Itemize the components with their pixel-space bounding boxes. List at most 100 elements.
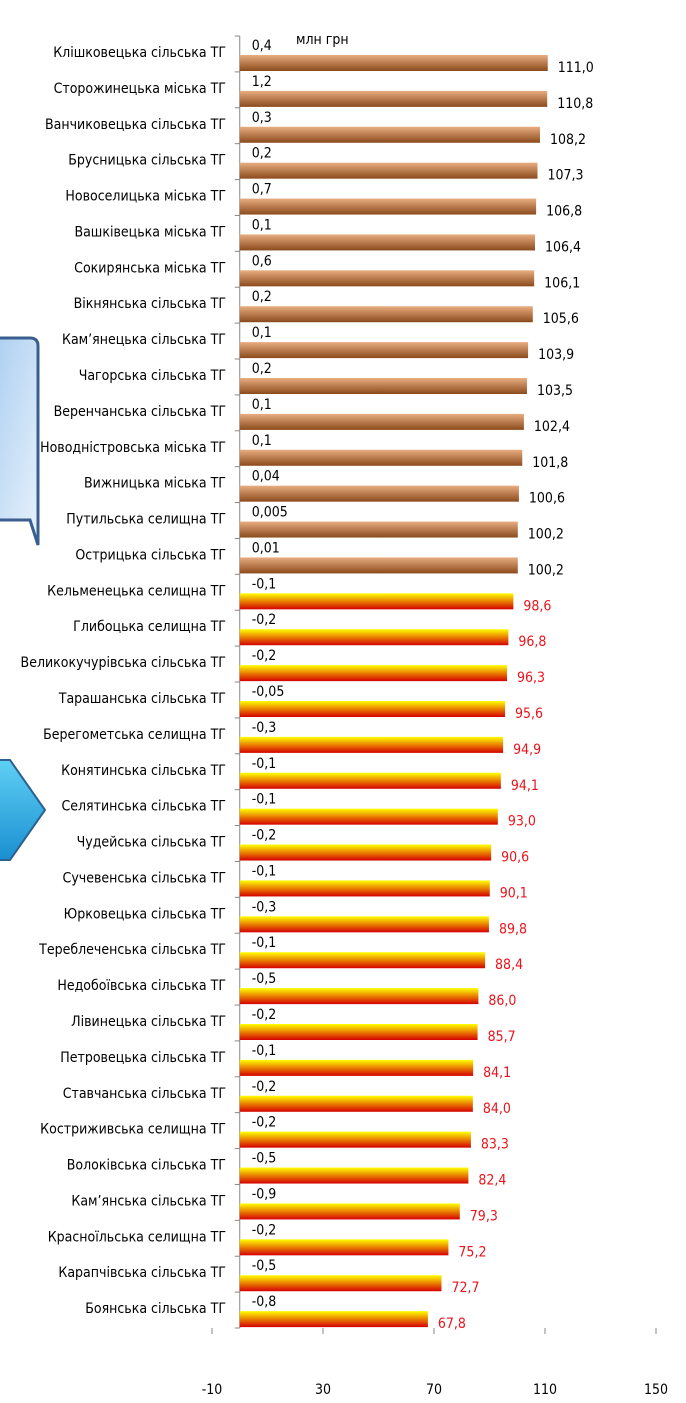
value-label: 85,7 <box>488 1029 516 1045</box>
value-label: 83,3 <box>481 1137 509 1153</box>
diff-label: -0,2 <box>252 1079 277 1095</box>
value-label: 110,8 <box>557 96 593 112</box>
category-label: Сучевенська сільська ТГ <box>63 870 226 886</box>
bar <box>239 1239 449 1256</box>
value-label: 96,3 <box>517 670 545 686</box>
category-label: Ставчанська сільська ТГ <box>63 1086 226 1102</box>
diff-label: -0,8 <box>252 1294 277 1310</box>
bar <box>239 521 518 538</box>
category-label: Берегометська селищна ТГ <box>43 727 226 743</box>
category-label: Новодністровська міська ТГ <box>40 440 226 456</box>
diff-label: -0,3 <box>252 720 277 736</box>
bar <box>239 1275 442 1292</box>
value-label: 84,1 <box>483 1065 511 1081</box>
diff-label: -0,2 <box>252 1115 277 1131</box>
bar <box>239 1059 474 1076</box>
category-label: Глибоцька селищна ТГ <box>73 619 226 635</box>
bar <box>239 557 518 574</box>
category-label: Конятинська сільська ТГ <box>61 763 226 779</box>
callout <box>0 336 40 546</box>
diff-label: -0,5 <box>252 1151 277 1167</box>
diff-label: -0,5 <box>252 971 277 987</box>
diff-label: -0,2 <box>252 1007 277 1023</box>
bar <box>239 378 527 394</box>
diff-label: 0,1 <box>252 397 272 413</box>
category-label: Веренчанська сільська ТГ <box>54 404 226 420</box>
bar <box>239 701 506 717</box>
diff-label: -0,5 <box>252 1258 277 1274</box>
value-label: 95,6 <box>515 706 543 722</box>
diff-label: -0,3 <box>252 899 277 915</box>
value-label: 103,9 <box>538 347 574 363</box>
bar <box>239 880 490 897</box>
value-label: 86,0 <box>488 993 516 1009</box>
value-label: 106,8 <box>546 204 582 220</box>
value-label: 100,2 <box>528 527 564 543</box>
diff-label: 0,2 <box>252 146 272 162</box>
category-label: Петровецька сільська ТГ <box>60 1050 226 1066</box>
value-label: 107,3 <box>548 168 584 184</box>
category-label: Сокирянська міська ТГ <box>74 260 226 276</box>
bar <box>239 1311 428 1328</box>
bar <box>239 1203 460 1220</box>
diff-label: -0,1 <box>252 576 277 592</box>
diff-label: 0,7 <box>252 182 272 198</box>
bar <box>239 1024 478 1040</box>
value-label: 108,2 <box>550 132 586 148</box>
bar <box>239 342 529 359</box>
value-label: 75,2 <box>458 1244 486 1260</box>
diff-label: -0,1 <box>252 863 277 879</box>
bar <box>239 736 504 753</box>
category-label: Красноїльська селищна ТГ <box>48 1229 226 1245</box>
value-label: 67,8 <box>438 1316 466 1332</box>
unit-label: млн грн <box>296 32 349 48</box>
x-tick-label: 70 <box>426 1382 442 1398</box>
bar <box>239 665 507 682</box>
value-label: 105,6 <box>543 311 579 327</box>
value-label: 100,2 <box>528 562 564 578</box>
category-label: Костриживська селищна ТГ <box>40 1122 226 1138</box>
category-label: Кельменецька селищна ТГ <box>47 583 226 599</box>
category-label: Вікнянська сільська ТГ <box>74 296 226 312</box>
bar <box>239 1167 469 1184</box>
value-label: 89,8 <box>499 921 527 937</box>
bar <box>239 198 537 215</box>
bar <box>239 413 524 430</box>
value-label: 98,6 <box>523 598 551 614</box>
bar <box>239 629 509 646</box>
category-label: Волоківська сільська ТГ <box>67 1158 226 1174</box>
bar <box>239 55 548 71</box>
diff-label: 0,2 <box>252 289 272 305</box>
category-label: Сторожинецька міська ТГ <box>54 81 226 97</box>
value-label: 90,6 <box>501 850 529 866</box>
x-tick-label: 150 <box>644 1382 668 1398</box>
category-label: Клішковецька сільська ТГ <box>53 45 226 61</box>
category-label: Недобоївська сільська ТГ <box>57 978 226 994</box>
value-label: 90,1 <box>500 885 528 901</box>
value-label: 88,4 <box>495 957 523 973</box>
category-label: Селятинська сільська ТГ <box>61 799 226 815</box>
bar <box>239 270 535 287</box>
category-label: Кам’янська сільська ТГ <box>71 1193 226 1209</box>
x-tick-label: -10 <box>202 1382 223 1398</box>
value-label: 72,7 <box>451 1280 479 1296</box>
category-label: Путильська селищна ТГ <box>66 512 226 528</box>
diff-label: -0,1 <box>252 1043 277 1059</box>
bar <box>239 988 479 1005</box>
bar <box>239 808 498 825</box>
category-label: Великокучурівська сільська ТГ <box>21 655 226 671</box>
value-label: 84,0 <box>483 1101 511 1117</box>
category-label: Кам’янецька сільська ТГ <box>62 332 226 348</box>
bar <box>239 1131 471 1148</box>
value-label: 93,0 <box>508 814 536 830</box>
category-label: Вижницька міська ТГ <box>84 476 226 492</box>
category-label: Острицька сільська ТГ <box>75 547 226 563</box>
value-label: 94,1 <box>511 778 539 794</box>
category-label: Чагорська сільська ТГ <box>79 368 226 384</box>
bar <box>239 449 523 466</box>
bar <box>239 234 536 251</box>
diff-label: 0,4 <box>252 38 272 54</box>
value-label: 106,4 <box>545 239 581 255</box>
category-label: Боянська сільська ТГ <box>85 1301 226 1317</box>
